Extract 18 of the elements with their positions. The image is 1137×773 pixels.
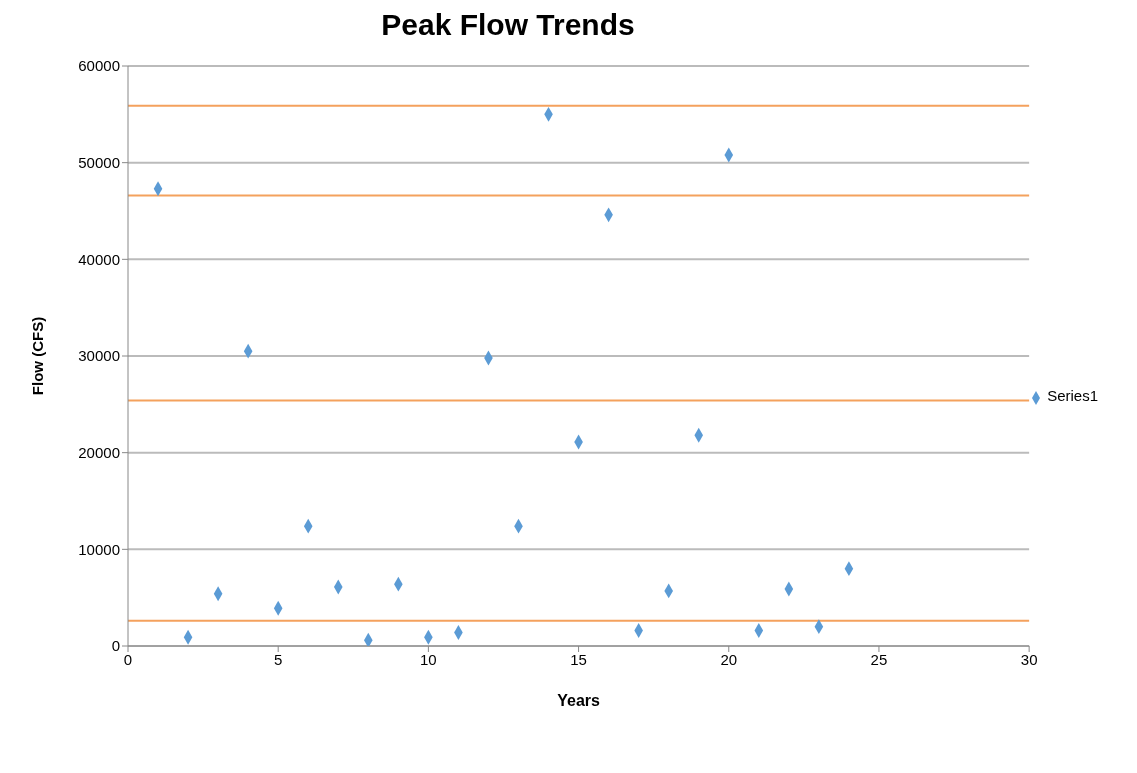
legend-label: Series1: [1047, 387, 1098, 405]
x-tick-label: 30: [1020, 650, 1038, 668]
y-axis-title: Flow (CFS): [29, 316, 47, 396]
y-tick-label: 10000: [78, 540, 120, 558]
y-tick-label: 0: [111, 637, 120, 655]
chart-title: Peak Flow Trends: [380, 8, 636, 42]
x-tick-label: 5: [274, 650, 283, 668]
y-tick-label: 30000: [78, 347, 120, 365]
x-tick-label: 0: [123, 650, 133, 668]
y-tick-label: 60000: [78, 57, 120, 75]
x-tick-label: 25: [870, 650, 888, 668]
x-axis-title: Years: [557, 692, 601, 709]
x-tick-label: 20: [720, 650, 738, 668]
y-tick-label: 20000: [78, 443, 120, 461]
y-tick-label: 50000: [78, 153, 120, 171]
y-tick-label: 40000: [78, 250, 120, 268]
x-tick-label: 15: [570, 650, 587, 668]
x-tick-label: 10: [420, 650, 437, 668]
